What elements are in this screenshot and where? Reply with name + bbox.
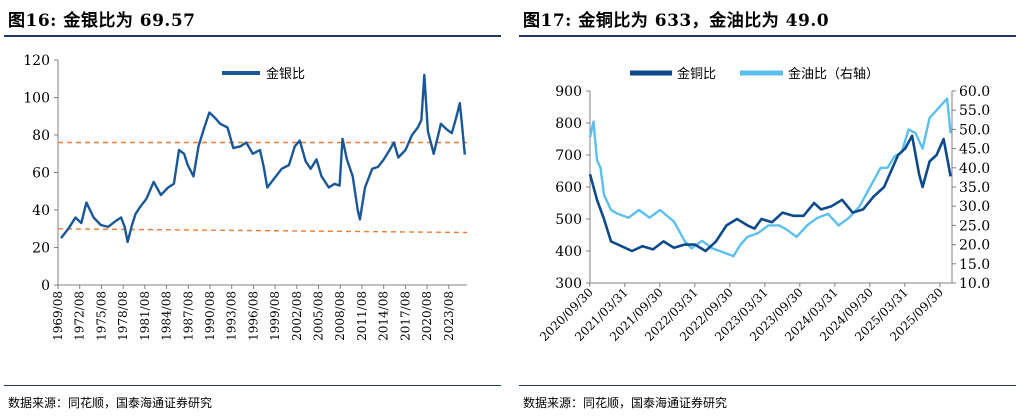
y-tick-label: 100 <box>23 91 50 107</box>
figure-title: 图17: 金铜比为 633，金油比为 49.0 <box>523 11 830 31</box>
y2-tick-label: 10.0 <box>959 276 990 292</box>
panel-gold-copper-oil: 图17: 金铜比为 633，金油比为 49.0 300 400 500 600 700 8… <box>515 0 1020 416</box>
x-tick-label: 1990/08 <box>203 291 217 341</box>
source-divider <box>519 385 1016 386</box>
panel-gold-silver: 图16: 金银比为 69.57 0 20 40 60 80 100 120 1969/08 19… <box>0 0 505 416</box>
x-tick-label: 2020/08 <box>420 291 434 341</box>
y-tick-label: 0 <box>41 278 50 294</box>
legend-label: 金银比 <box>266 66 305 82</box>
series-line-gold-oil <box>588 97 952 258</box>
y2-tick-label: 25.0 <box>959 218 990 234</box>
x-tick-label: 2017/08 <box>398 291 412 341</box>
y-tick-label: 500 <box>555 212 582 228</box>
gold-copper-oil-chart: 300 400 500 600 700 800 900 10.0 15.0 20.0 25.0 30.… <box>537 66 990 344</box>
x-tick-label: 1993/08 <box>225 291 239 341</box>
y2-tick-label: 55.0 <box>959 103 990 119</box>
y2-tick-label: 15.0 <box>959 257 990 273</box>
x-tick-label: 1972/08 <box>73 291 87 341</box>
y-tick-label: 60 <box>32 166 50 182</box>
y-tick-label: 900 <box>555 84 582 100</box>
series-line-gold-silver <box>60 73 466 244</box>
reference-line <box>57 228 468 234</box>
x-tick-label: 1996/08 <box>246 291 260 341</box>
figure-title: 图16: 金银比为 69.57 <box>8 11 196 31</box>
x-tick-label: 1969/08 <box>51 291 65 341</box>
y-tick-label: 20 <box>32 241 50 257</box>
y2-tick-label: 35.0 <box>959 180 990 196</box>
y2-tick-label: 40.0 <box>959 161 990 177</box>
y-tick-label: 600 <box>555 180 582 196</box>
source-note: 数据来源：同花顺，国泰海通证券研究 <box>8 396 213 410</box>
x-tick-label: 1987/08 <box>181 291 195 341</box>
x-tick-label: 1978/08 <box>116 291 130 341</box>
x-tick-label: 2014/08 <box>377 291 391 341</box>
y2-tick-label: 50.0 <box>959 122 990 138</box>
source-note: 数据来源：同花顺，国泰海通证券研究 <box>523 396 728 410</box>
x-tick-label: 2011/08 <box>355 291 369 341</box>
legend-label-gold-oil: 金油比（右轴） <box>788 66 879 82</box>
x-tick-label: 1999/08 <box>268 291 282 341</box>
x-tick-label: 2002/08 <box>290 291 304 341</box>
y-tick-label: 120 <box>23 53 50 69</box>
gold-silver-chart: 0 20 40 60 80 100 120 1969/08 1972/08 1975/08 1978… <box>23 53 468 341</box>
y-tick-label: 80 <box>32 128 50 144</box>
title-divider <box>519 35 1016 37</box>
x-tick-label: 2005/08 <box>312 291 326 341</box>
legend-label-gold-copper: 金铜比 <box>677 66 716 82</box>
y-tick-label: 300 <box>555 276 582 292</box>
source-divider <box>4 385 501 386</box>
y-tick-label: 400 <box>555 244 582 260</box>
y2-tick-label: 20.0 <box>959 238 990 254</box>
y-tick-label: 40 <box>32 203 50 219</box>
y2-tick-label: 60.0 <box>959 84 990 100</box>
y-tick-label: 800 <box>555 116 582 132</box>
x-tick-label: 2008/08 <box>333 291 347 341</box>
x-tick-label: 1981/08 <box>138 291 152 341</box>
x-tick-label: 1984/08 <box>160 291 174 341</box>
y2-tick-label: 45.0 <box>959 142 990 158</box>
y-tick-label: 700 <box>555 148 582 164</box>
title-divider <box>4 35 501 37</box>
x-tick-label: 2023/08 <box>442 291 456 341</box>
y2-tick-label: 30.0 <box>959 199 990 215</box>
x-tick-label: 1975/08 <box>94 291 108 341</box>
series-line-gold-copper <box>588 134 952 253</box>
